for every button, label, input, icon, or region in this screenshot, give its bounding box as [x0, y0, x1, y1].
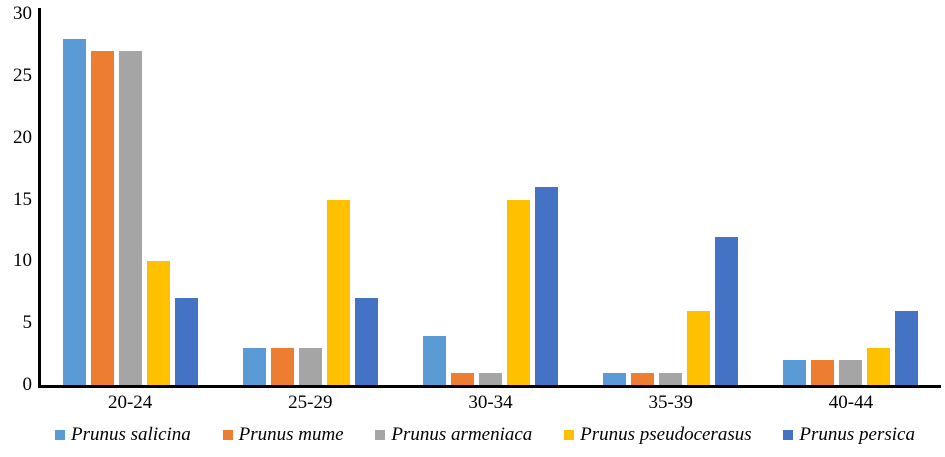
legend-item-prunus-persica: Prunus persica: [783, 424, 915, 446]
y-tick-label-30: 30: [13, 3, 32, 24]
legend-label: Prunus salicina: [71, 424, 191, 445]
bar-prunus-mume-30-34: [451, 372, 474, 385]
legend-swatch-icon: [55, 430, 65, 440]
bar-prunus-mume-25-29: [270, 347, 294, 385]
y-tick-label-10: 10: [13, 250, 32, 272]
legend-label: Prunus persica: [799, 424, 915, 445]
bar-prunus-pseudocerasus-35-39: [687, 310, 711, 385]
bar-prunus-salicina-25-29: [242, 347, 266, 385]
plot-area: [40, 14, 941, 385]
legend-item-prunus-mume: Prunus mume: [222, 424, 344, 446]
bar-prunus-persica-40-44: [895, 310, 919, 385]
bar-group-35-39: [581, 14, 761, 385]
bar-prunus-salicina-30-34: [423, 335, 446, 385]
y-tick-label-25: 25: [13, 64, 32, 86]
legend-item-prunus-armeniaca: Prunus armeniaca: [375, 424, 532, 446]
bar-group-25-29: [220, 14, 400, 385]
legend-item-prunus-pseudocerasus: Prunus pseudocerasus: [564, 424, 752, 446]
y-tick-label-15: 15: [13, 188, 32, 210]
bar-prunus-persica-30-34: [535, 187, 558, 385]
bar-group-30-34: [400, 14, 580, 385]
bar-prunus-salicina-20-24: [62, 38, 86, 385]
bar-prunus-mume-35-39: [631, 372, 655, 385]
y-tick-label-20: 20: [13, 126, 32, 148]
bar-prunus-armeniaca-40-44: [839, 360, 863, 385]
legend-swatch-icon: [222, 430, 233, 440]
bar-prunus-mume-20-24: [90, 51, 114, 385]
bar-prunus-pseudocerasus-40-44: [867, 347, 891, 385]
bar-prunus-pseudocerasus-25-29: [326, 199, 350, 385]
x-label-25-29: 25-29: [288, 392, 333, 413]
x-axis-category-labels: 20-24 25-29 30-34 35-39 40-44: [40, 392, 941, 414]
legend-label: Prunus pseudocerasus: [580, 424, 752, 445]
bar-prunus-persica-20-24: [174, 298, 198, 385]
legend-label: Prunus mume: [238, 424, 344, 445]
bar-prunus-salicina-40-44: [783, 360, 807, 385]
x-axis-line: [38, 385, 941, 388]
y-axis-line: [38, 8, 41, 387]
bar-group-40-44: [761, 14, 941, 385]
legend-swatch-icon: [564, 430, 575, 440]
bar-prunus-mume-40-44: [811, 360, 835, 385]
y-tick-label-0: 0: [22, 374, 33, 395]
bar-prunus-armeniaca-20-24: [118, 51, 142, 385]
x-label-30-34: 30-34: [468, 392, 513, 413]
x-label-20-24: 20-24: [107, 392, 153, 413]
x-label-35-39: 35-39: [648, 392, 693, 413]
bar-prunus-armeniaca-30-34: [479, 372, 502, 385]
x-label-40-44: 40-44: [828, 392, 874, 413]
chart-legend: Prunus salicina Prunus mume Prunus armenia…: [55, 424, 915, 446]
legend-swatch-icon: [783, 430, 794, 440]
legend-label: Prunus armeniaca: [391, 424, 533, 445]
bar-group-20-24: [40, 14, 220, 385]
legend-item-prunus-salicina: Prunus salicina: [55, 424, 191, 446]
bar-prunus-armeniaca-35-39: [659, 372, 683, 385]
legend-swatch-icon: [375, 430, 386, 440]
bar-prunus-armeniaca-25-29: [298, 347, 322, 385]
bar-prunus-pseudocerasus-30-34: [507, 199, 530, 385]
bar-prunus-persica-35-39: [715, 236, 739, 385]
bar-prunus-salicina-35-39: [603, 372, 627, 385]
bar-prunus-persica-25-29: [354, 298, 378, 385]
y-tick-label-5: 5: [22, 312, 33, 334]
bar-prunus-pseudocerasus-20-24: [146, 261, 170, 385]
